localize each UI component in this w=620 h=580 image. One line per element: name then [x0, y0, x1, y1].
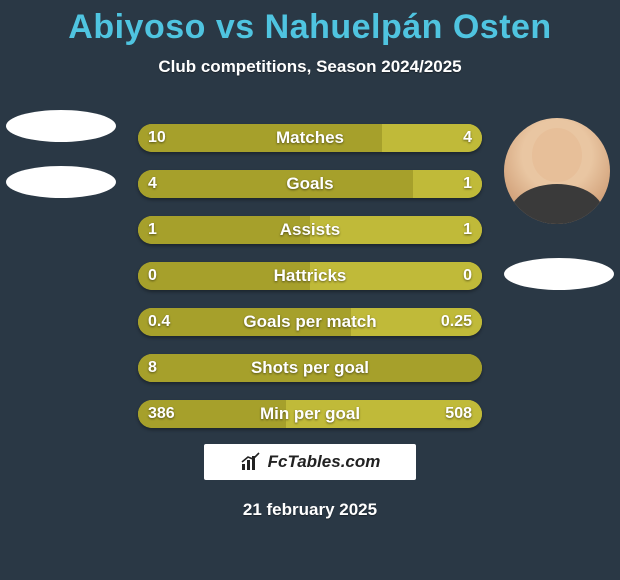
stat-value-right: 0 [463, 262, 472, 290]
logo-text: FcTables.com [268, 452, 381, 472]
stat-value-left: 0 [148, 262, 157, 290]
stat-value-left: 1 [148, 216, 157, 244]
page-subtitle: Club competitions, Season 2024/2025 [0, 57, 620, 77]
stat-label: Min per goal [138, 400, 482, 428]
stat-value-right: 1 [463, 216, 472, 244]
stat-label: Hattricks [138, 262, 482, 290]
stat-row: Shots per goal8 [138, 354, 482, 382]
stat-value-left: 8 [148, 354, 157, 382]
stat-row: Matches10 4 [138, 124, 482, 152]
page-title: Abiyoso vs Nahuelpán Osten [0, 0, 620, 47]
stat-label: Goals per match [138, 308, 482, 336]
stat-value-left: 386 [148, 400, 175, 428]
stat-label: Assists [138, 216, 482, 244]
chart-icon [240, 452, 262, 472]
stat-value-right: 0.25 [441, 308, 472, 336]
stat-value-right: 4 [463, 124, 472, 152]
stat-row: Goals4 1 [138, 170, 482, 198]
stat-value-left: 4 [148, 170, 157, 198]
stat-row: Hattricks0 0 [138, 262, 482, 290]
stat-row: Assists1 1 [138, 216, 482, 244]
stats-bars: Matches104Goals41Assists11Hattricks00Goa… [138, 124, 482, 446]
ellipse-placeholder [504, 258, 614, 290]
ellipse-placeholder [6, 166, 116, 198]
stat-row: Min per goal386 508 [138, 400, 482, 428]
source-logo: FcTables.com [204, 444, 416, 480]
player-left-avatar-block [6, 110, 116, 198]
player-right-avatar-block [504, 118, 614, 290]
stat-label: Goals [138, 170, 482, 198]
footer-date: 21 february 2025 [0, 500, 620, 520]
stat-row: Goals per match0.4 0.25 [138, 308, 482, 336]
stat-label: Shots per goal [138, 354, 482, 382]
player-right-photo [504, 118, 610, 224]
stat-label: Matches [138, 124, 482, 152]
stat-value-right: 508 [445, 400, 472, 428]
stat-value-right: 1 [463, 170, 472, 198]
stat-value-left: 0.4 [148, 308, 170, 336]
ellipse-placeholder [6, 110, 116, 142]
stat-value-left: 10 [148, 124, 166, 152]
